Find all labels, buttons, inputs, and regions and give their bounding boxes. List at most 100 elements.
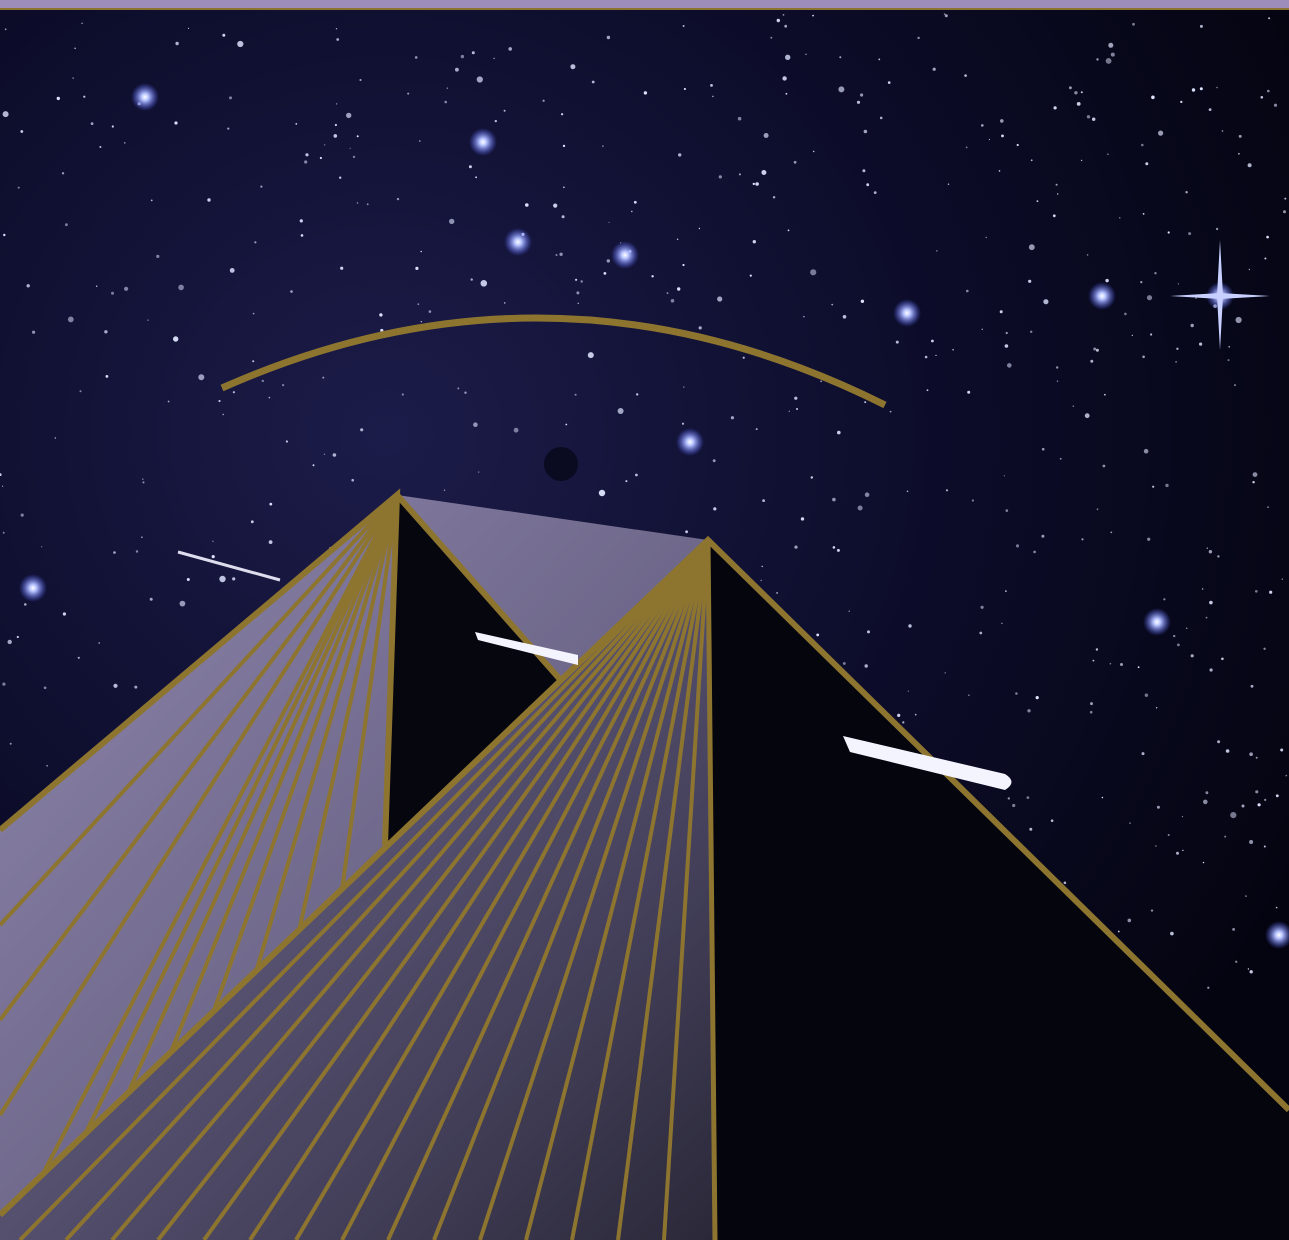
star — [304, 160, 308, 164]
star — [887, 81, 891, 84]
star — [698, 326, 702, 330]
star — [606, 35, 611, 40]
star — [677, 287, 681, 291]
star — [1221, 657, 1224, 661]
star — [666, 292, 669, 295]
star — [889, 410, 892, 413]
star — [966, 289, 969, 293]
star — [1203, 799, 1208, 805]
star — [710, 84, 713, 87]
star — [1132, 22, 1135, 26]
fan-line — [524, 539, 710, 1240]
star — [761, 565, 763, 568]
star — [1000, 119, 1004, 123]
star — [1209, 668, 1213, 672]
star — [212, 540, 214, 542]
star — [1142, 213, 1145, 215]
star — [1155, 845, 1157, 847]
star — [1199, 87, 1203, 91]
star — [1249, 970, 1253, 974]
fan-line — [386, 539, 710, 1240]
star — [565, 423, 568, 426]
star — [476, 76, 483, 83]
star — [717, 296, 723, 302]
star — [17, 186, 20, 189]
star — [952, 348, 954, 351]
bright-star — [469, 128, 497, 156]
star — [670, 299, 675, 303]
star — [914, 713, 917, 716]
star — [1245, 895, 1247, 897]
star — [1267, 506, 1269, 508]
star — [1230, 812, 1237, 819]
star — [261, 379, 264, 383]
star — [730, 416, 735, 420]
star — [755, 428, 758, 431]
star — [237, 40, 244, 48]
star — [1167, 834, 1170, 836]
star — [1059, 457, 1062, 460]
fan-line — [616, 539, 710, 1240]
bright-star — [893, 299, 921, 327]
star — [473, 422, 478, 428]
fan-line — [202, 538, 710, 1240]
star — [580, 280, 583, 283]
star — [1190, 654, 1194, 658]
star — [794, 545, 798, 549]
star — [784, 24, 788, 28]
star — [1043, 299, 1049, 305]
star — [760, 579, 762, 582]
star — [685, 530, 688, 534]
fan-line — [432, 539, 710, 1240]
star — [1041, 447, 1045, 451]
star — [222, 33, 226, 37]
star — [401, 393, 404, 396]
star — [9, 742, 12, 745]
right-pyramid-ridge — [705, 539, 718, 1240]
star — [878, 58, 881, 61]
star — [457, 387, 460, 390]
star — [1208, 550, 1213, 554]
bright-star — [504, 228, 532, 256]
fan-line — [662, 539, 710, 1240]
star — [219, 575, 226, 583]
star — [1055, 183, 1058, 186]
star — [712, 459, 716, 463]
star — [96, 285, 98, 287]
star — [503, 109, 506, 112]
star — [1074, 91, 1078, 95]
star — [1086, 115, 1091, 119]
star — [1195, 297, 1197, 299]
star — [312, 464, 315, 467]
star — [563, 186, 565, 189]
bright-star — [1265, 921, 1289, 949]
star — [867, 630, 870, 634]
star — [1283, 210, 1286, 214]
star — [1280, 748, 1284, 752]
star — [1221, 130, 1224, 132]
star — [1101, 796, 1104, 799]
star — [334, 123, 337, 127]
star — [832, 497, 836, 502]
star — [785, 54, 791, 60]
star — [813, 150, 815, 153]
star — [794, 396, 798, 400]
star — [906, 490, 909, 493]
star — [340, 266, 344, 270]
star — [1052, 214, 1056, 218]
star — [1199, 342, 1203, 346]
star — [1266, 235, 1269, 239]
star — [1080, 91, 1083, 94]
star — [81, 22, 83, 25]
star — [985, 236, 987, 239]
star — [561, 215, 565, 219]
star — [229, 96, 232, 100]
star — [319, 156, 322, 160]
star — [737, 116, 742, 121]
star — [178, 284, 184, 291]
star — [1247, 163, 1252, 168]
star — [1012, 803, 1016, 808]
star — [1140, 281, 1143, 284]
star — [1146, 295, 1153, 301]
